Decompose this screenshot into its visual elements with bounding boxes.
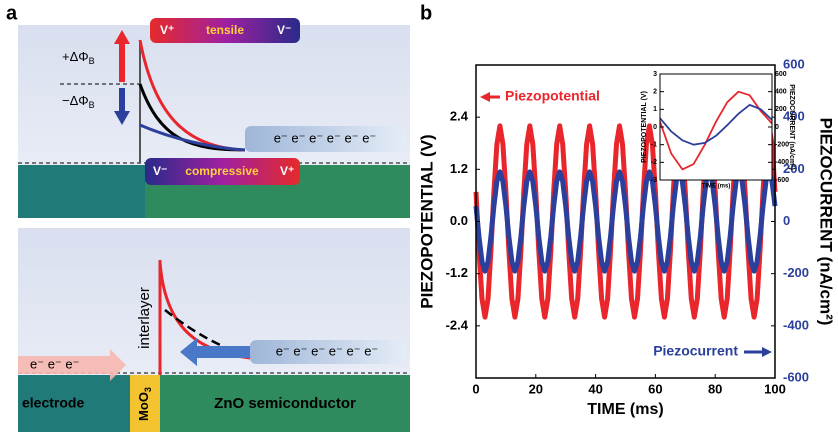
y-tick-label: -2: [651, 159, 657, 166]
y-tick-label: 2.4: [450, 109, 469, 124]
inset-background: [659, 73, 773, 181]
series-line: [473, 169, 778, 274]
pill-text: V⁺: [280, 164, 294, 178]
x-tick-label: 0: [472, 381, 479, 396]
y2-axis-label: PIEZOCURRENT (nA/cm²): [817, 118, 836, 326]
subscript: B: [89, 100, 95, 110]
series-line: [659, 104, 773, 146]
legend-arrowhead: [480, 92, 490, 102]
arrow: [180, 338, 252, 366]
zno-label: ZnO semiconductor: [214, 395, 356, 412]
electron-pill: [245, 126, 405, 152]
y2-tick-label: -600: [775, 177, 789, 184]
y2-tick-label: 0: [783, 213, 790, 228]
pill-text: compressive: [185, 164, 259, 178]
x-tick-label: 60: [648, 381, 662, 396]
barrier-label: −ΔΦB: [62, 93, 95, 110]
y-axis-label: PIEZOPOTENTIAL (V): [641, 91, 648, 163]
y2-tick-label: 200: [775, 106, 787, 113]
x-tick-label: 100: [764, 381, 786, 396]
zno-block: [160, 375, 410, 432]
y-tick-label: -2.4: [446, 317, 469, 332]
y-tick-label: -1: [651, 142, 657, 149]
subscript: 3: [143, 387, 153, 392]
interlayer-label: interlayer: [136, 287, 153, 349]
electrons: e⁻ e⁻ e⁻ e⁻ e⁻ e⁻: [276, 343, 379, 358]
y-tick-label: 2: [653, 89, 657, 96]
pill-text: tensile: [206, 23, 244, 37]
series-line: [659, 90, 773, 171]
y-tick-label: 0.0: [450, 213, 468, 228]
y2-tick-label: 400: [783, 109, 805, 124]
panel-label: b: [420, 2, 432, 24]
pill-text: V⁻: [153, 164, 167, 178]
y2-tick-label: -200: [783, 265, 809, 280]
y-tick-label: -1.2: [446, 265, 468, 280]
arrow: [18, 349, 126, 381]
arrow: [114, 30, 130, 82]
y2-tick-label: -600: [783, 369, 809, 384]
electrode-block: [18, 375, 130, 432]
moo3-block: [130, 375, 160, 432]
y2-tick-label: 600: [775, 71, 787, 78]
y2-tick-label: 0: [775, 124, 779, 131]
y-tick-label: 1: [653, 106, 657, 113]
y-tick-label: -3: [651, 177, 657, 184]
band-curve: [139, 123, 246, 152]
electrons: e⁻ e⁻ e⁻: [30, 356, 80, 371]
pill-text: V⁺: [160, 23, 174, 37]
y-tick-label: 0: [653, 124, 657, 131]
y2-tick-label: 200: [783, 161, 805, 176]
text: MoO: [136, 392, 151, 421]
y2-tick-label: 400: [775, 89, 787, 96]
electrons: e⁻ e⁻ e⁻ e⁻ e⁻ e⁻: [274, 130, 377, 145]
x-axis-label: TIME (ms): [702, 184, 731, 190]
electron-pill: [250, 340, 405, 364]
legend-label: Piezocurrent: [653, 343, 738, 359]
y2-tick-label: -200: [775, 142, 789, 149]
y-tick-label: 1.2: [450, 161, 468, 176]
moo3-label: MoO3: [136, 387, 153, 421]
legend-label: Piezopotential: [505, 88, 600, 104]
x-tick-label: 40: [588, 381, 602, 396]
panel-label: a: [6, 2, 18, 24]
symbol: +ΔΦ: [62, 49, 89, 64]
y-tick-label: 3: [653, 71, 657, 78]
y-axis-label: PIEZOPOTENTIAL (V): [417, 134, 436, 308]
legend-arrowhead: [762, 347, 772, 357]
subscript: B: [89, 56, 95, 66]
compressive-pill: [145, 158, 300, 185]
x-tick-label: 80: [708, 381, 722, 396]
y2-axis-label: PIEZOCURRENT (nA/cm²): [788, 84, 795, 170]
x-axis-label: TIME (ms): [587, 401, 663, 418]
electrode-block: [18, 165, 145, 218]
x-tick-label: 20: [529, 381, 543, 396]
arrow: [114, 88, 130, 125]
y2-tick-label: 600: [783, 56, 805, 71]
y2-tick-label: -400: [783, 317, 809, 332]
tensile-pill: [150, 18, 300, 43]
barrier-label: +ΔΦB: [62, 49, 95, 66]
pill-text: V⁻: [277, 23, 291, 37]
y2-tick-label: -400: [775, 159, 789, 166]
symbol: −ΔΦ: [62, 93, 89, 108]
electrode-label: electrode: [22, 395, 84, 411]
